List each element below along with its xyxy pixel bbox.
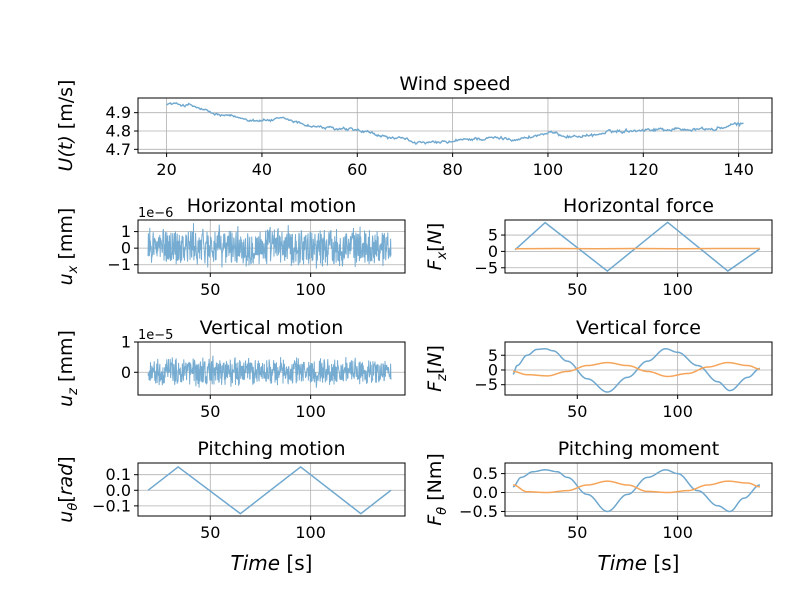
series-line (514, 221, 761, 272)
y-tick-label: 0.0 (473, 483, 498, 502)
x-tick-label: 20 (156, 160, 176, 179)
y-tick-label: −5 (474, 258, 498, 277)
y-tick-label: 0 (488, 242, 498, 261)
y-tick-label: −0.1 (92, 496, 131, 515)
chart-title: Vertical force (576, 317, 701, 339)
y-tick-label: −0.5 (459, 502, 498, 521)
y-tick-label: 0.0 (106, 481, 131, 500)
series-line (166, 101, 744, 145)
chart-wmotion: 50 100 0 1 Vertical motion 1e−5 uz [mm] (55, 317, 406, 421)
series-line (512, 480, 760, 494)
y-axis-label: ux [mm] (55, 208, 81, 286)
y-tick-label: 0.5 (473, 464, 498, 483)
y-tick-label: −1 (107, 255, 131, 274)
x-tick-label: 80 (442, 160, 462, 179)
series-line (147, 223, 392, 269)
x-tick-label: 120 (628, 160, 659, 179)
offset-text: 1e−5 (138, 328, 173, 343)
chart-title: Horizontal force (563, 195, 714, 217)
chart-fx: 50 100 −505 Horizontal force Fx[N] (424, 195, 773, 299)
y-tick-label: 1 (121, 333, 131, 352)
axes-frame (137, 462, 406, 517)
y-tick-label: 0 (121, 239, 131, 258)
y-axis-label: Fx[N] (424, 223, 450, 271)
series-line (147, 465, 392, 515)
y-axis-label: Fθ [Nm] (424, 453, 450, 526)
chart-umotion: 50 100 −101 Horizontal motion 1e−6 ux [mm] (55, 195, 406, 299)
x-tick-label: 100 (662, 402, 693, 421)
series-line (512, 469, 761, 513)
axes-frame (137, 97, 773, 154)
y-tick-label: 0.1 (106, 465, 131, 484)
y-axis-label: Fz[N] (424, 345, 450, 392)
x-axis-label: Time [s] (231, 551, 313, 575)
chart-theta: 50 100 −0.10.00.1 Pitching motion uθ[rad] Tim… (55, 438, 406, 575)
chart-title: Vertical motion (200, 317, 344, 339)
x-tick-label: 50 (200, 402, 220, 421)
y-tick-label: 0 (488, 360, 498, 379)
x-tick-label: 50 (200, 523, 220, 542)
x-tick-label: 60 (347, 160, 367, 179)
y-axis-label: uθ[rad] (55, 456, 81, 522)
y-tick-label: 4.8 (106, 122, 131, 141)
chart-moment: 50 100 −0.50.00.5 Pitching moment Fθ [Nm] Tim… (424, 438, 773, 575)
y-tick-label: 4.9 (106, 103, 131, 122)
axes-frame (137, 219, 406, 274)
chart-title: Pitching moment (558, 438, 720, 460)
x-tick-label: 100 (295, 402, 326, 421)
x-tick-label: 100 (662, 523, 693, 542)
x-tick-label: 100 (295, 280, 326, 299)
y-axis-label: uz [mm] (55, 330, 81, 407)
y-tick-label: 5 (488, 346, 498, 365)
axes-frame (504, 462, 773, 517)
offset-text: 1e−6 (138, 206, 173, 221)
series-line (513, 361, 760, 378)
chart-title: Horizontal motion (187, 195, 357, 217)
y-tick-label: 0 (121, 363, 131, 382)
y-tick-label: −5 (474, 375, 498, 394)
x-tick-label: 50 (567, 280, 587, 299)
chart-title: Wind speed (399, 73, 510, 95)
x-tick-label: 50 (200, 280, 220, 299)
x-axis-label: Time [s] (598, 551, 680, 575)
x-tick-label: 140 (723, 160, 754, 179)
y-tick-label: 5 (488, 226, 498, 245)
chart-fz: 50 100 −505 Vertical force Fz[N] (424, 317, 773, 421)
axes-frame (137, 341, 406, 396)
series-line (147, 355, 392, 388)
x-tick-label: 100 (662, 280, 693, 299)
x-tick-label: 50 (567, 523, 587, 542)
chart-title: Pitching motion (197, 438, 345, 460)
x-tick-label: 100 (295, 523, 326, 542)
x-tick-label: 40 (252, 160, 272, 179)
axes-frame (504, 219, 773, 274)
axes-frame (504, 341, 773, 396)
chart-wind: 20 40 60 80 100 120 140 4.74.84.9 Wind speed U(t)… (55, 73, 773, 179)
series-line (512, 348, 761, 393)
y-tick-label: 1 (121, 222, 131, 241)
x-tick-label: 100 (533, 160, 564, 179)
y-tick-label: 4.7 (106, 140, 131, 159)
y-axis-label: U(t) [m/s] (55, 80, 77, 172)
x-tick-label: 50 (567, 402, 587, 421)
